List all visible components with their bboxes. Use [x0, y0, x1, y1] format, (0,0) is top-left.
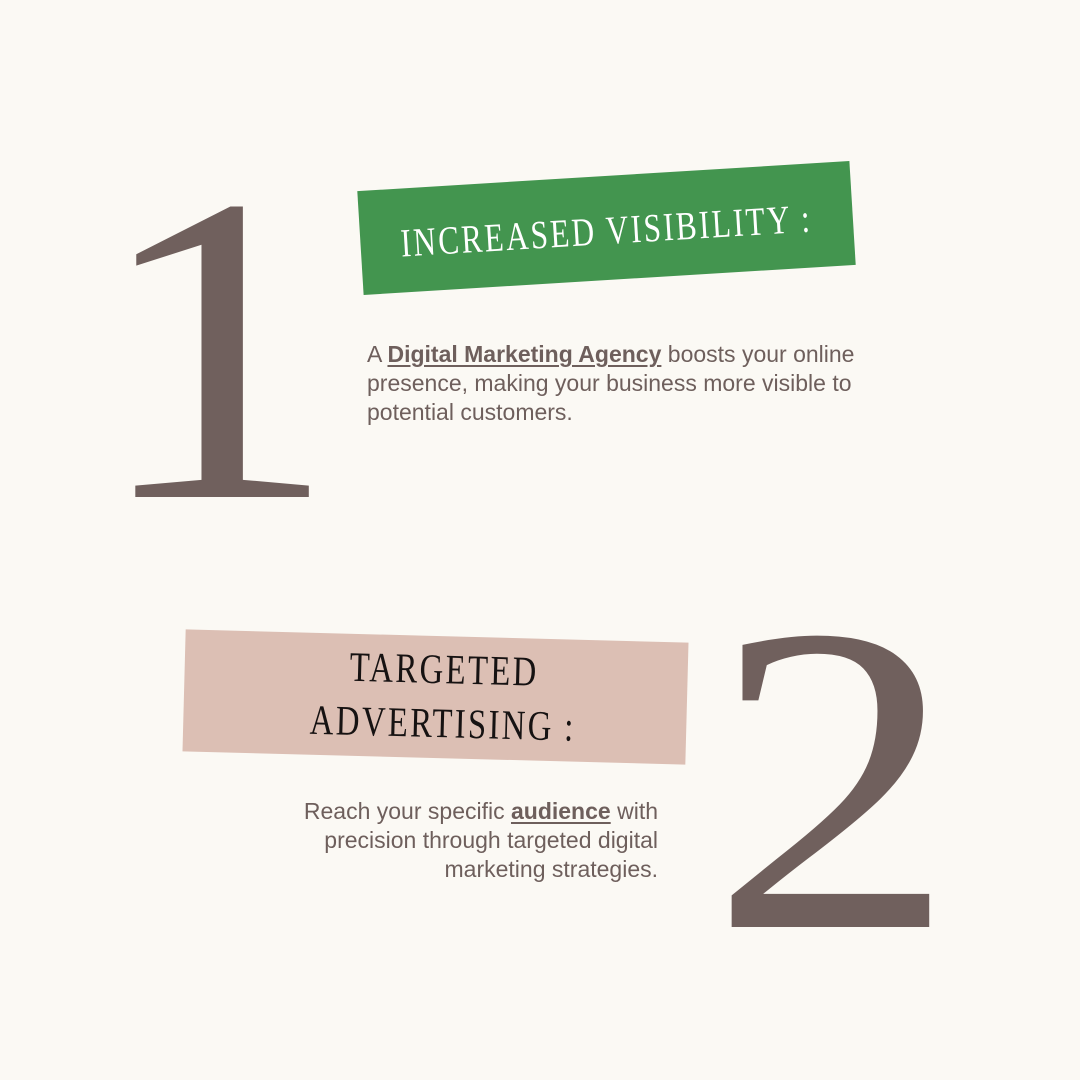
digital-marketing-agency-link[interactable]: Digital Marketing Agency: [387, 341, 662, 367]
increased-visibility-banner: INCREASED VISIBILITY :: [357, 161, 856, 295]
numeral-two: 2: [710, 536, 957, 1023]
description-2-prefix: Reach your specific: [303, 798, 511, 824]
description-1-prefix: A: [367, 341, 388, 367]
targeted-advertising-heading-line2: ADVERTISING :: [309, 697, 577, 751]
description-1-suffix: boosts your online presence, making your…: [367, 341, 855, 425]
increased-visibility-description: A Digital Marketing Agency boosts your o…: [367, 340, 867, 427]
numeral-one: 1: [92, 106, 338, 593]
targeted-advertising-banner: TARGETED ADVERTISING :: [182, 629, 689, 765]
targeted-advertising-description: Reach your specific audience with precis…: [230, 797, 658, 884]
targeted-advertising-heading: TARGETED ADVERTISING :: [309, 640, 578, 755]
increased-visibility-heading: INCREASED VISIBILITY :: [399, 194, 814, 266]
description-2-suffix: with precision through targeted digital …: [324, 798, 658, 882]
audience-link[interactable]: audience: [510, 798, 611, 824]
targeted-advertising-heading-line1: TARGETED: [349, 644, 540, 696]
